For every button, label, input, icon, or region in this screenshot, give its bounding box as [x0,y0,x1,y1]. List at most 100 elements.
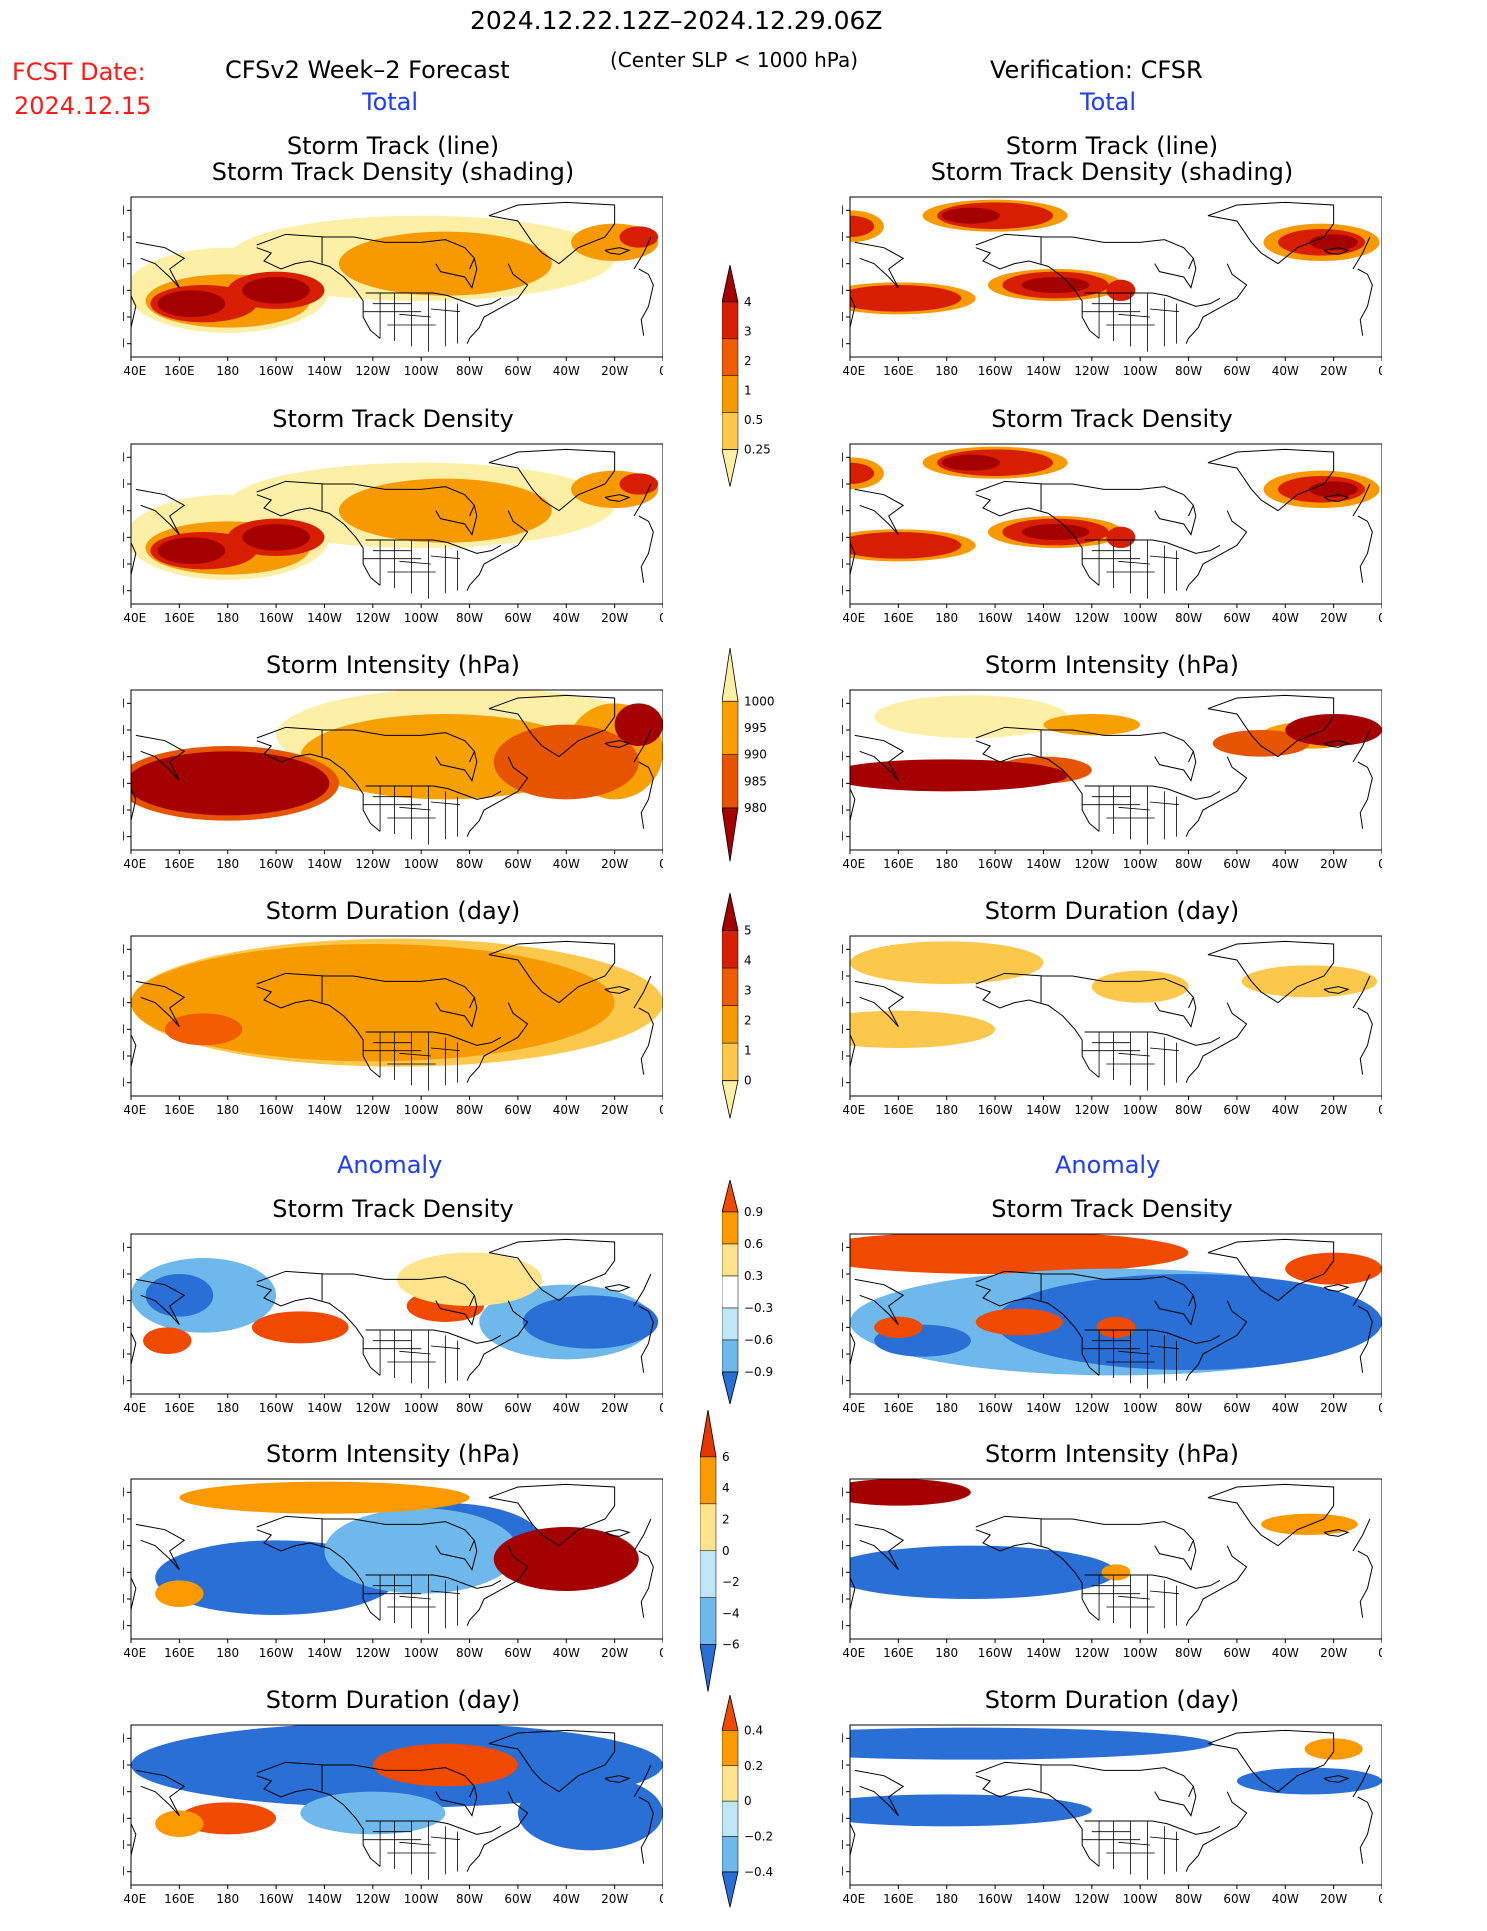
shading-region [850,941,1044,984]
shading-region [850,285,962,312]
forecast-title: CFSv2 Week–2 Forecast [225,56,510,84]
coastline [854,488,905,536]
obs-track-map: 80N 70N 60N 50N 40N 30N 140E 160E 180 160W 140W 120… [842,192,1382,392]
colorbar-arrow-top [721,264,739,303]
colorbar-segment [721,301,739,340]
shading-region [1043,714,1141,736]
coastline [850,542,856,575]
shading-region [143,1327,192,1354]
coastline [638,515,654,583]
coastline [256,972,475,1009]
coastline [975,1270,1194,1307]
lat-label: 80N [123,203,125,217]
shading-region [1091,970,1189,1003]
lon-label: 160E [883,1401,914,1415]
lat-label: 50N [842,1320,844,1334]
lat-label: 60N [123,257,125,271]
coastline [1207,1483,1335,1547]
lat-label: 70N [842,969,844,983]
colorbar-segment [721,701,739,755]
coastline [256,740,381,832]
lon-label: 180 [935,1103,958,1117]
lon-label: 80W [456,364,483,378]
coastline [1323,494,1350,502]
colorbar-tick: 0.2 [744,1759,763,1773]
coastline [256,986,381,1078]
shading-region [619,473,659,495]
coastline [488,1238,616,1302]
lat-label: 30N [123,584,125,598]
obs-intensity-title: Storm Intensity (hPa) [985,651,1239,679]
lon-label: 140E [123,1892,146,1906]
coastline [1323,986,1350,994]
map-frame [130,689,663,851]
coastline [975,972,1194,1009]
lat-label: 40N [123,803,125,817]
colorbar-tick: 980 [744,801,767,815]
colorbar-arrow-top [699,1409,717,1458]
lat-label: 50N [123,283,125,297]
fcst-density-anom-title: Storm Track Density [272,1195,514,1223]
coastline [435,997,478,1028]
obs-density-anom-map: 80N 70N 60N 50N 40N 30N 140E 160E 180 160W 140W 120… [842,1229,1382,1429]
lat-label: 80N [842,203,844,217]
coastline [488,448,616,512]
lat-label: 60N [842,1539,844,1553]
shading-region [975,1308,1063,1336]
coastline [975,1775,1100,1867]
lon-label: 80W [456,1401,483,1415]
shading-region [1096,1316,1136,1338]
coastline [975,494,1100,586]
lon-label: 140E [842,611,865,625]
lon-label: 140W [1026,611,1061,625]
lat-label: 80N [842,1485,844,1499]
lon-label: 120W [1074,857,1109,871]
lat-label: 40N [842,1049,844,1063]
obs-intensity-anom-map: 80N 70N 60N 50N 40N 30N 140E 160E 180 160W 140W 120… [842,1474,1382,1674]
lon-label: 100W [404,857,439,871]
obs-track-density-shading-title: Storm Track Density (shading) [930,158,1294,186]
lon-label: 180 [935,611,958,625]
colorbar-segment [721,1730,739,1767]
shading-region [517,1775,663,1851]
coastline [633,236,652,270]
obs-duration-anom-title: Storm Duration (day) [984,1686,1240,1714]
colorbar-tick: 4 [744,295,752,309]
lat-label: 30N [123,830,125,844]
lat-label: 40N [842,803,844,817]
lon-label: 40W [1272,364,1299,378]
lon-label: 160E [164,364,195,378]
lon-label: 140E [123,1103,146,1117]
lat-label: 50N [123,1320,125,1334]
lon-label: 40W [553,1892,580,1906]
shading-region [1212,730,1310,757]
lon-label: 160W [259,1646,294,1660]
colorbar-tick: 0 [722,1544,730,1558]
lon-label: 140W [1026,1401,1061,1415]
colorbar-tick: 0.4 [744,1723,763,1737]
lat-label: 40N [123,1592,125,1606]
shading-region [157,290,226,317]
coastline [1185,263,1248,344]
lon-label: 60W [1223,1401,1250,1415]
lat-label: 50N [123,1811,125,1825]
coastline [1357,1550,1373,1618]
shading-region [1309,481,1358,498]
fcst-track-density-title: Storm Track Density [272,405,514,433]
coastline [466,756,529,837]
lon-label: 120W [355,1646,390,1660]
colorbar-arrow-bottom [721,1871,739,1908]
lon-label: 160E [164,857,195,871]
lon-label: 0 [659,1103,663,1117]
lon-label: 140W [307,1103,342,1117]
colorbar-tick: 1 [744,1044,752,1058]
shading-region [850,1479,971,1506]
obs-track-line-title: Storm Track (line) [1005,132,1219,160]
lon-label: 160E [883,364,914,378]
map-frame [130,1724,663,1886]
colorbar-segment [721,412,739,450]
shading-region [251,1311,349,1344]
shading-region [338,478,552,543]
coastline [1207,448,1335,512]
lon-label: 120W [355,1401,390,1415]
